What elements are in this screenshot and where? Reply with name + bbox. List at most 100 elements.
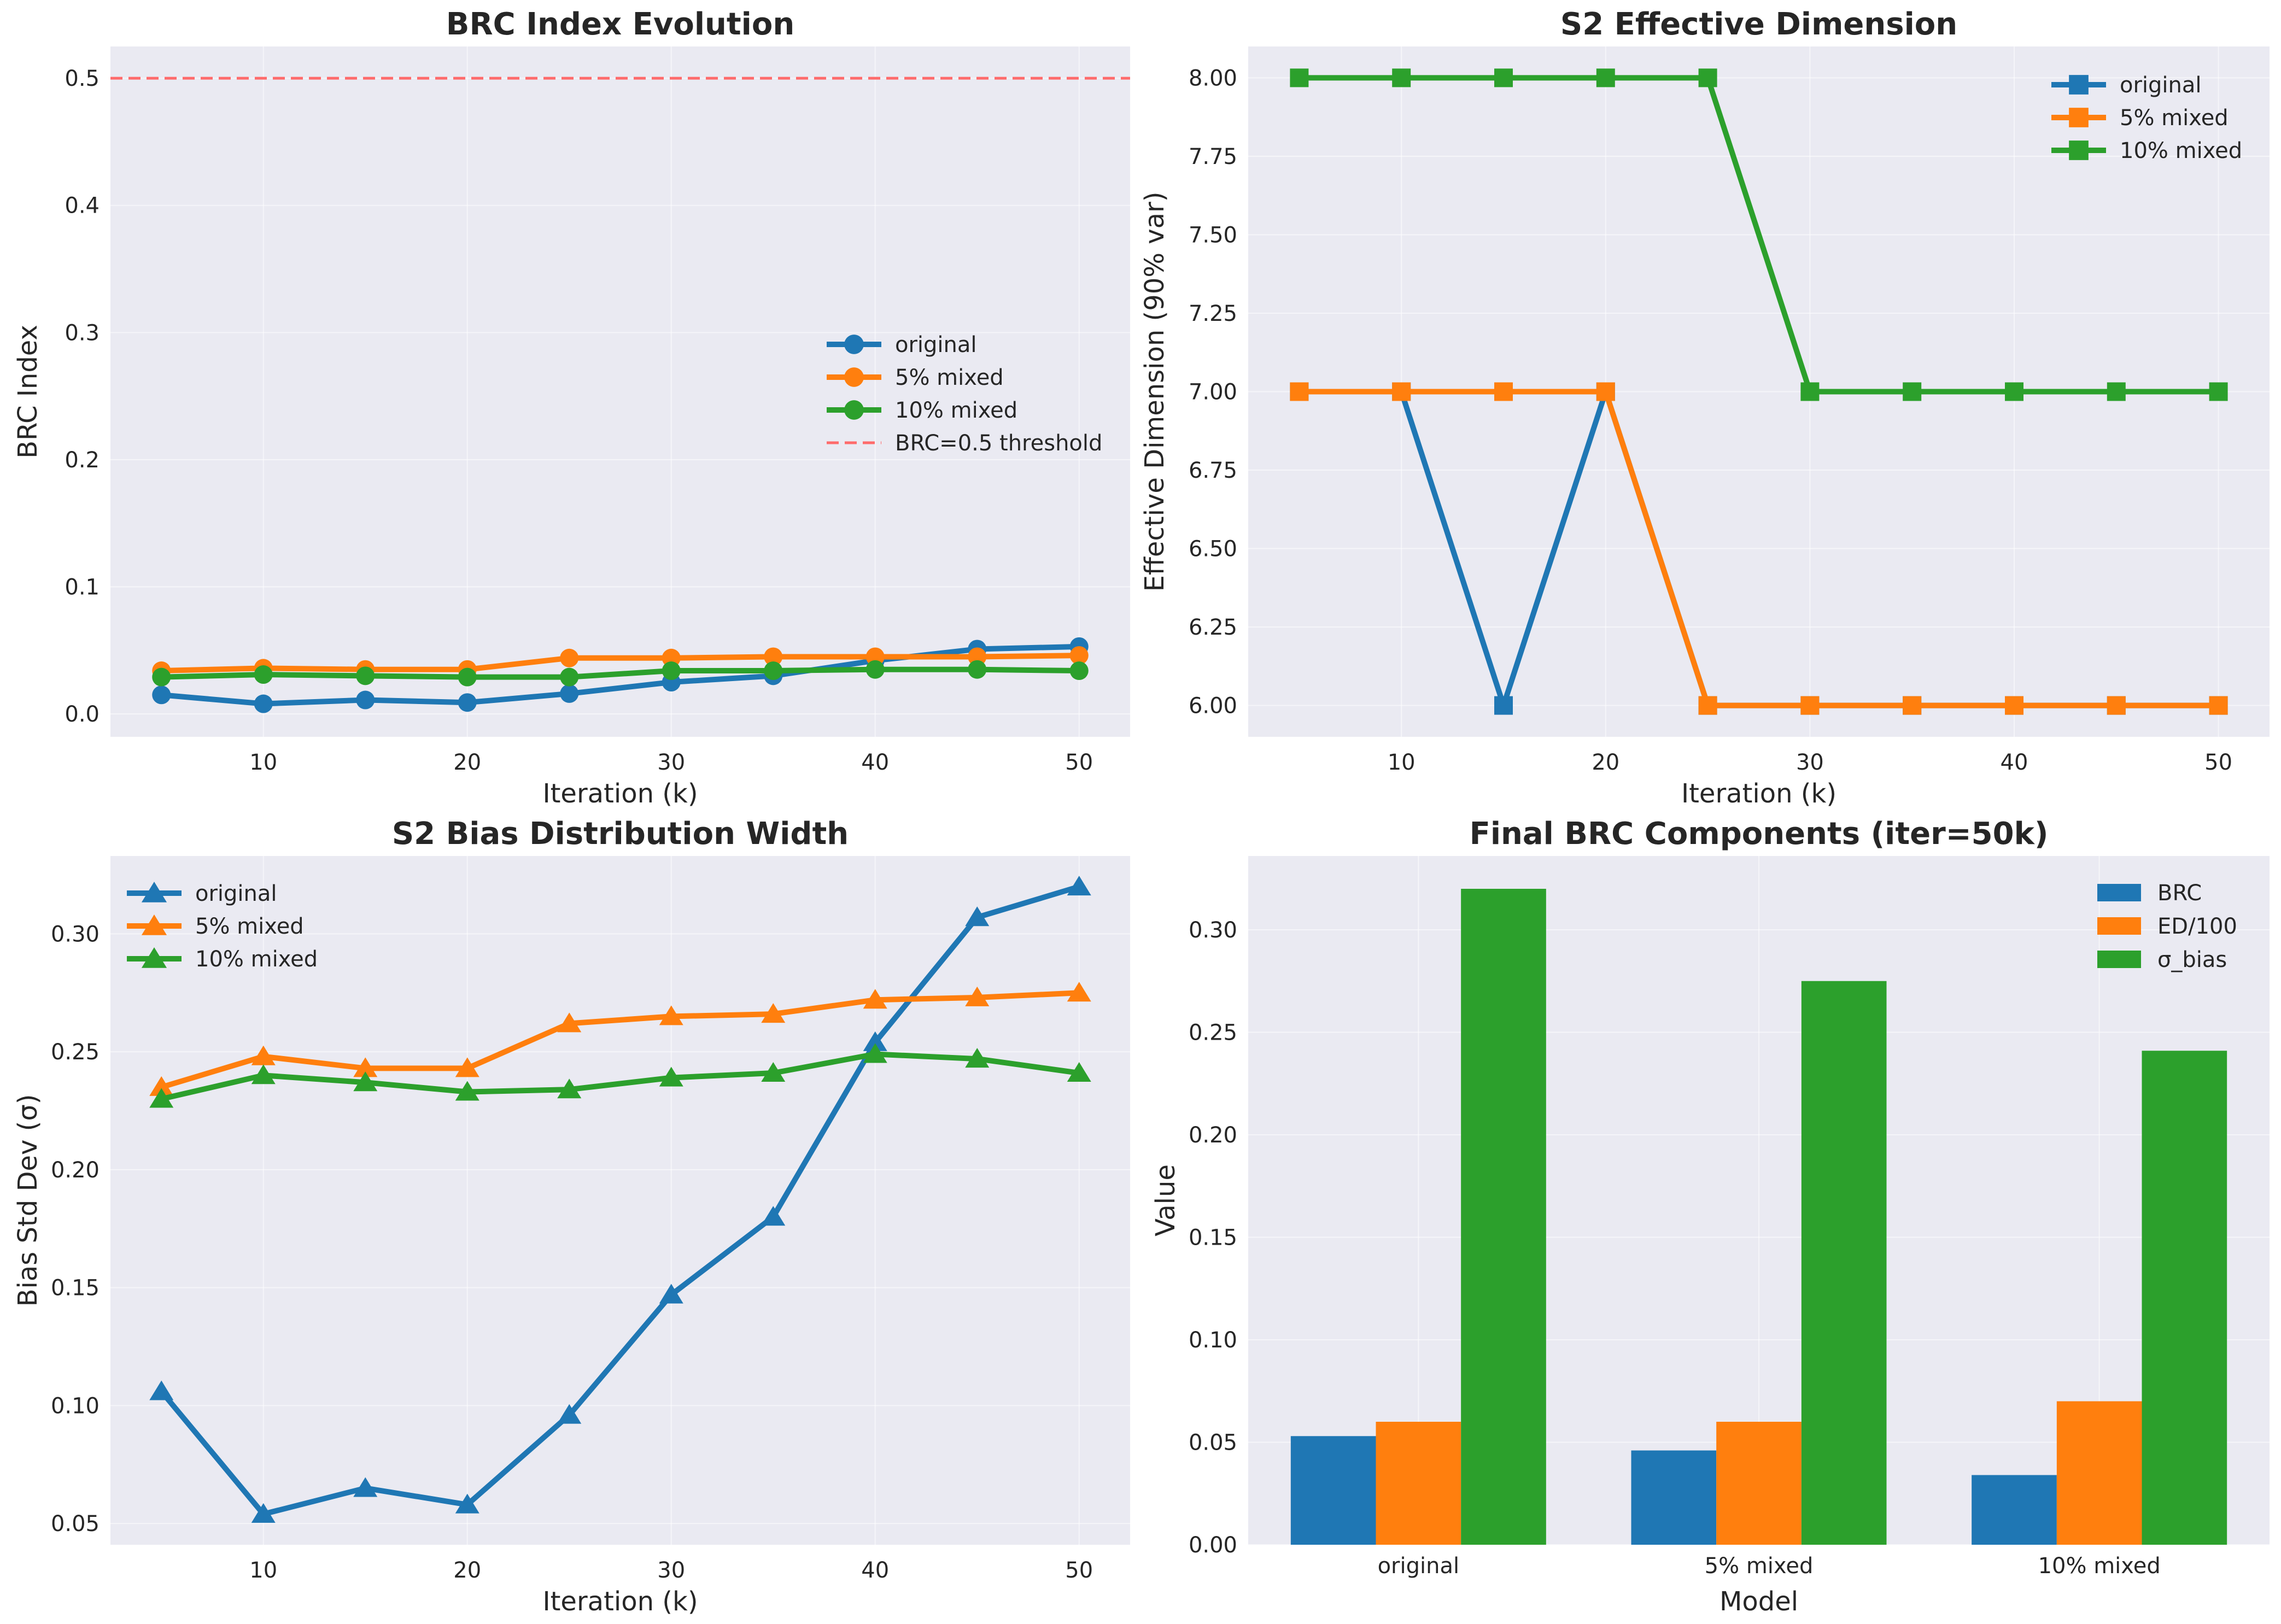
legend-label: original [895, 332, 977, 357]
legend-marker [844, 400, 864, 420]
data-point [965, 986, 990, 1006]
data-point [1903, 382, 1922, 401]
chart-panel-3: 0.05 0.10 0.15 0.20 0.25 0.30 10 20 30 40 50 origin… [13, 816, 1130, 1617]
chart-title: BRC Index Evolution [446, 7, 794, 42]
data-point [251, 1045, 276, 1065]
y-tick-label: 8.00 [1189, 66, 1237, 91]
x-tick-label: 5% mixed [1705, 1553, 1814, 1579]
data-point [764, 647, 783, 666]
data-point [659, 1005, 683, 1025]
data-point [458, 667, 477, 687]
bar [2056, 1401, 2142, 1545]
data-point [560, 667, 579, 687]
data-point [560, 648, 579, 667]
y-tick-label: 0.15 [1189, 1226, 1237, 1251]
data-point [764, 661, 783, 681]
data-point [1392, 382, 1411, 401]
data-point [557, 1012, 582, 1033]
data-point [149, 1076, 174, 1096]
data-point [968, 647, 987, 666]
y-tick-label: 6.75 [1189, 458, 1237, 483]
data-point [353, 1057, 378, 1077]
legend-label: 5% mixed [895, 365, 1004, 390]
data-point [2107, 382, 2126, 401]
data-point [1698, 68, 1717, 87]
data-point [1596, 382, 1615, 401]
data-point [254, 694, 273, 713]
chart-title: S2 Effective Dimension [1560, 7, 1957, 42]
chart-title: S2 Bias Distribution Width [392, 816, 849, 852]
data-point [1800, 382, 1820, 401]
data-point [659, 1283, 683, 1304]
data-point [1290, 382, 1309, 401]
legend-swatch [2097, 884, 2141, 901]
legend-marker [141, 914, 167, 935]
legend-label: σ_bias [2157, 947, 2227, 972]
data-point [149, 1088, 174, 1108]
data-point [560, 684, 579, 703]
y-tick-label: 0.00 [1189, 1533, 1237, 1558]
bar [1461, 889, 1546, 1545]
data-point [863, 1043, 887, 1063]
y-axis-label: Bias Std Dev (σ) [13, 1094, 43, 1307]
legend-label: original [2120, 73, 2202, 98]
legend-label: 5% mixed [2120, 105, 2229, 131]
data-point [557, 1078, 582, 1099]
data-point [761, 1206, 786, 1226]
chart-panel-4: 0.00 0.05 0.10 0.15 0.20 0.25 0.30 original 5% m… [1150, 816, 2270, 1617]
data-point [356, 666, 375, 685]
data-point [968, 660, 987, 679]
data-point [1596, 68, 1615, 87]
data-point [1800, 696, 1820, 715]
y-tick-label: 0.20 [1189, 1123, 1237, 1148]
legend-marker [844, 367, 864, 387]
data-point [152, 685, 171, 705]
bar [1631, 1450, 1717, 1545]
y-tick-label: 0.0 [65, 702, 100, 727]
legend-label: 10% mixed [2120, 138, 2242, 163]
legend-marker [141, 947, 167, 968]
plot-area [110, 46, 1130, 737]
data-point [761, 1062, 786, 1082]
series-line [161, 1051, 1080, 1102]
y-tick-label: 0.5 [65, 66, 100, 91]
data-point [356, 690, 375, 710]
data-point [557, 1404, 582, 1424]
data-point [1698, 696, 1717, 715]
y-tick-label: 6.00 [1189, 694, 1237, 719]
data-point [863, 989, 887, 1009]
legend-marker [2069, 108, 2089, 127]
y-tick-label: 0.15 [51, 1276, 100, 1301]
data-point [2005, 696, 2023, 715]
data-point [149, 1380, 174, 1400]
y-tick-label: 0.25 [51, 1040, 100, 1065]
x-axis-label: Iteration (k) [542, 1586, 698, 1617]
series-line [1299, 389, 2219, 708]
x-tick-label: 20 [453, 750, 481, 775]
data-point [2209, 696, 2228, 715]
y-tick-label: 0.4 [65, 194, 100, 219]
y-axis-label: Value [1150, 1164, 1181, 1236]
bar [1376, 1422, 1461, 1545]
bar [1290, 1436, 1376, 1545]
x-axis-label: Iteration (k) [542, 778, 698, 809]
y-tick-label: 0.10 [51, 1393, 100, 1418]
y-tick-label: 7.00 [1189, 380, 1237, 405]
data-point [1494, 68, 1513, 87]
data-point [1494, 382, 1513, 401]
legend-label: 5% mixed [195, 914, 304, 939]
bar [1801, 981, 1887, 1545]
data-point [1392, 68, 1411, 87]
legend-swatch [2097, 951, 2141, 968]
data-point [761, 1003, 786, 1023]
legend-label: BRC [2157, 881, 2202, 906]
data-point [863, 1031, 887, 1051]
legend-swatch [2097, 917, 2141, 935]
y-tick-label: 0.30 [1189, 918, 1237, 943]
data-point [251, 1503, 276, 1523]
data-point [659, 1066, 683, 1087]
y-tick-label: 6.25 [1189, 615, 1237, 640]
data-point [1067, 1062, 1091, 1082]
data-point [1067, 876, 1091, 896]
data-point [1290, 68, 1309, 87]
